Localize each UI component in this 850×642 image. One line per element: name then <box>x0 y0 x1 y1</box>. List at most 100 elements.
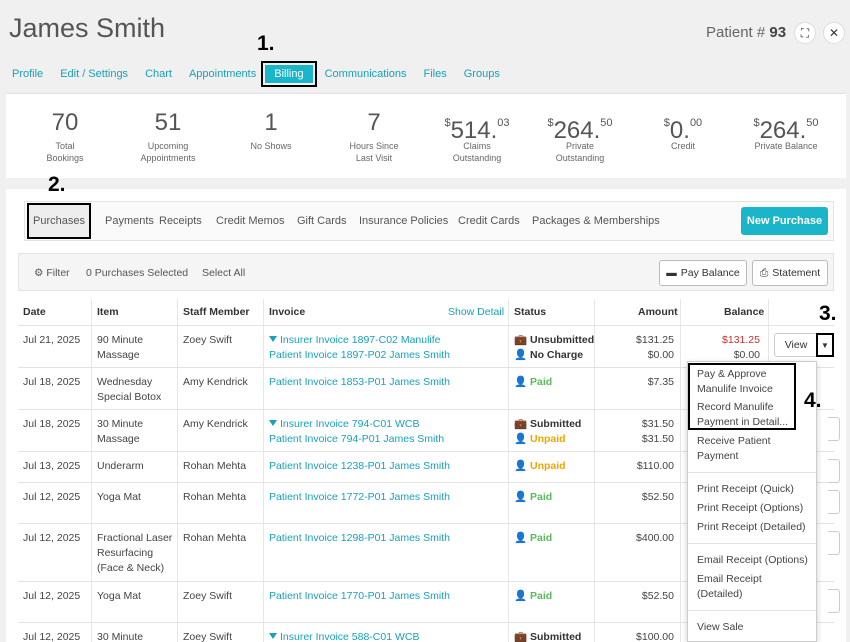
patient-invoice-link[interactable]: Patient Invoice 1772-P01 James Smith <box>269 491 450 503</box>
tab-credit-cards[interactable]: Credit Cards <box>458 215 520 227</box>
show-detail-link[interactable]: Show Detail <box>448 306 505 318</box>
patient-invoice-link[interactable]: Patient Invoice 1853-P01 James Smith <box>269 376 450 388</box>
patient-invoice-link[interactable]: Patient Invoice 1238-P01 James Smith <box>269 460 450 472</box>
row-item: Yoga Mat <box>97 590 141 602</box>
menu-email-detailed[interactable]: Email Receipt (Detailed) <box>697 573 762 600</box>
stat-value: 51 <box>154 109 182 136</box>
tab-insurance-policies[interactable]: Insurance Policies <box>359 215 449 227</box>
table-row[interactable]: Jul 13, 2025 Underarm Rohan Mehta Patien… <box>18 451 834 482</box>
filter-icon <box>269 633 277 639</box>
status-badge: No Charge <box>530 349 584 361</box>
nav-chart[interactable]: Chart <box>145 68 172 80</box>
col-item[interactable]: Item <box>97 306 119 318</box>
row-action-stub[interactable] <box>828 589 840 613</box>
col-date[interactable]: Date <box>23 306 46 318</box>
table-row[interactable]: Jul 18, 2025 30 Minute Massage Amy Kendr… <box>18 409 834 451</box>
tab-receipts[interactable]: Receipts <box>159 215 202 227</box>
col-status[interactable]: Status <box>514 306 547 318</box>
purchases-selected-count: 0 Purchases Selected <box>86 267 189 279</box>
menu-pay-approve[interactable]: Pay & Approve Manulife Invoice <box>697 368 773 395</box>
tab-payments[interactable]: Payments <box>105 215 154 227</box>
stat-label: Private Balance <box>754 141 818 151</box>
row-item: 90 Minute Massage <box>97 334 144 361</box>
stat-cents: 03 <box>497 117 510 129</box>
row-action-stub[interactable] <box>828 459 840 483</box>
row-staff: Rohan Mehta <box>183 460 247 472</box>
nav-files[interactable]: Files <box>423 68 447 80</box>
menu-print-options[interactable]: Print Receipt (Options) <box>697 502 804 514</box>
stat-label: Last Visit <box>355 153 393 163</box>
person-icon: 👤 <box>514 433 528 445</box>
table-row[interactable]: Jul 21, 2025 90 Minute Massage Zoey Swif… <box>18 325 834 367</box>
menu-email-options[interactable]: Email Receipt (Options) <box>697 554 808 566</box>
view-button[interactable]: View <box>774 333 818 357</box>
filter-button[interactable]: ⚙ Filter <box>34 267 70 279</box>
col-balance[interactable]: Balance <box>724 306 765 318</box>
chevron-down-icon[interactable]: ▼ <box>816 333 834 357</box>
status-badge: Paid <box>530 491 553 503</box>
nav-communications[interactable]: Communications <box>324 68 407 80</box>
col-divider <box>91 299 92 642</box>
row-amount: $110.00 <box>636 460 674 472</box>
pay-balance-button[interactable]: ▬ Pay Balance <box>659 260 747 286</box>
nav-billing[interactable]: Billing <box>261 61 317 87</box>
stat-cents: 00 <box>689 117 703 129</box>
menu-print-quick[interactable]: Print Receipt (Quick) <box>697 483 794 495</box>
expand-icon[interactable]: ⛶ <box>794 22 816 44</box>
stat-label: No Shows <box>250 141 292 151</box>
menu-print-detailed[interactable]: Print Receipt (Detailed) <box>697 521 806 533</box>
table-row[interactable]: Jul 12, 2025 30 Minute Zoey Swift Insure… <box>18 622 834 642</box>
patient-invoice-link[interactable]: Patient Invoice 1897-P02 James Smith <box>269 349 450 361</box>
tab-gift-cards[interactable]: Gift Cards <box>297 215 347 227</box>
row-item: Fractional Laser Resurfacing (Face & Nec… <box>97 532 173 574</box>
col-amount[interactable]: Amount <box>638 306 678 318</box>
patient-invoice-link[interactable]: Patient Invoice 1770-P01 James Smith <box>269 590 450 602</box>
row-action-stub[interactable] <box>828 490 840 514</box>
money-icon: ▬ <box>666 267 677 279</box>
table-row[interactable]: Jul 18, 2025 Wednesday Special Botox Amy… <box>18 367 834 409</box>
stat-label: Total <box>55 141 75 151</box>
new-purchase-button[interactable]: New Purchase <box>741 207 828 235</box>
table-row[interactable]: Jul 12, 2025 Fractional Laser Resurfacin… <box>18 523 834 581</box>
row-amount: $31.50 <box>641 418 674 430</box>
table-row[interactable]: Jul 12, 2025 Yoga Mat Rohan Mehta Patien… <box>18 482 834 523</box>
row-action-stub[interactable] <box>828 531 840 555</box>
person-icon: 👤 <box>514 590 528 602</box>
stat-label: Bookings <box>46 153 84 163</box>
nav-edit-settings[interactable]: Edit / Settings <box>60 68 129 80</box>
stat-private-outstanding: $264.50 Private Outstanding <box>530 108 630 164</box>
stat-currency: $ <box>753 117 760 129</box>
menu-receive-patient-payment[interactable]: Receive Patient Payment <box>697 435 771 462</box>
row-date: Jul 21, 2025 <box>23 334 81 346</box>
billing-tabs: Purchases Payments Receipts Credit Memos… <box>24 201 834 241</box>
insurer-invoice-link[interactable]: Insurer Invoice 588-C01 WCB <box>269 630 419 642</box>
stat-claims-outstanding: $514.03 Claims Outstanding <box>427 108 527 164</box>
stat-label: Credit <box>670 141 695 151</box>
nav-appointments[interactable]: Appointments <box>188 68 257 80</box>
nav-groups[interactable]: Groups <box>463 68 500 80</box>
nav-profile[interactable]: Profile <box>12 68 44 80</box>
insurer-invoice-link[interactable]: Insurer Invoice 794-C01 WCB <box>269 417 444 432</box>
stat-private-balance: $264.50 Private Balance <box>736 108 836 152</box>
insurer-invoice-link[interactable]: Insurer Invoice 1897-C02 Manulife <box>269 333 450 348</box>
step-marker-4: 4. <box>804 389 822 412</box>
statement-button[interactable]: ⎙ Statement <box>752 260 828 286</box>
col-invoice[interactable]: Invoice <box>269 306 306 318</box>
patient-invoice-link[interactable]: Patient Invoice 1298-P01 James Smith <box>269 532 450 544</box>
table-row[interactable]: Jul 12, 2025 Yoga Mat Zoey Swift Patient… <box>18 581 834 622</box>
close-icon[interactable]: ✕ <box>823 22 845 44</box>
patient-invoice-link[interactable]: Patient Invoice 794-P01 James Smith <box>269 433 445 445</box>
col-divider <box>508 299 509 642</box>
menu-view-sale[interactable]: View Sale <box>697 621 744 633</box>
tab-purchases[interactable]: Purchases <box>27 203 91 239</box>
row-amount: $131.25 <box>636 334 674 346</box>
col-divider <box>177 299 178 642</box>
menu-record-payment[interactable]: Record Manulife Payment in Detail... <box>697 401 789 428</box>
stat-currency: $ <box>547 117 554 129</box>
stat-label: Hours Since <box>349 141 399 151</box>
col-staff-member[interactable]: Staff Member <box>183 306 250 318</box>
tab-credit-memos[interactable]: Credit Memos <box>216 215 285 227</box>
tab-packages-memberships[interactable]: Packages & Memberships <box>532 215 660 227</box>
select-all-link[interactable]: Select All <box>202 267 246 279</box>
row-action-stub[interactable] <box>828 417 840 441</box>
